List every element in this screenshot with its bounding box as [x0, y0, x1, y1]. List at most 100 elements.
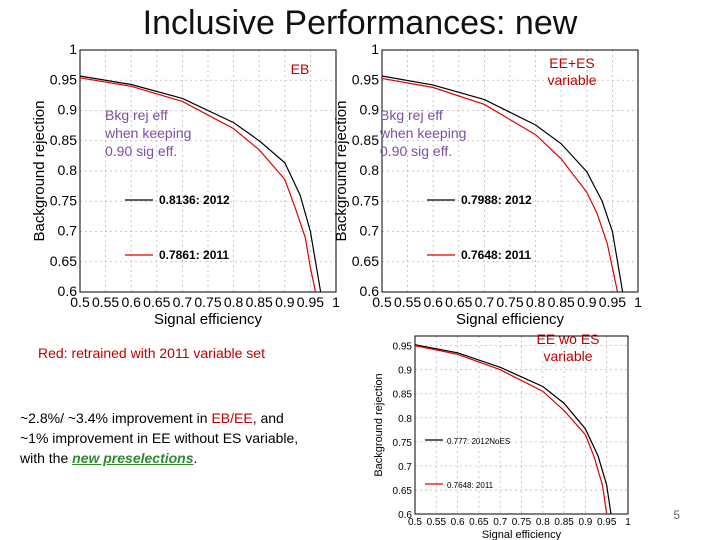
chart-ee-no-es-plot: 0.5 0.55 0.6 0.65 0.7 0.75 0.8 0.85 0.9 0.95 1 0.6 0… [373, 331, 631, 540]
y-tick-label: 0.9 [360, 102, 380, 118]
slide-title: Inclusive Performances: new [142, 4, 578, 42]
plot-frame [414, 335, 629, 515]
y-tick-label: 0.7 [398, 462, 412, 473]
y-tick-label: 0.95 [352, 71, 379, 87]
y-tick-label: 0.8 [360, 162, 380, 178]
y-tick-label: 0.85 [352, 132, 379, 148]
improvement-text: ~2.8%/ ~3.4% improvement in EB/EE, and ~… [20, 408, 298, 468]
y-tick-label: 0.65 [393, 486, 413, 497]
y-tick-label: 0.95 [50, 71, 77, 87]
x-tick-label: 0.5 [408, 517, 422, 528]
y-axis-label: Background rejection [333, 101, 350, 242]
red-note-text: Red: retrained with 2011 variable set [38, 345, 265, 361]
x-tick-label: 0.5 [372, 294, 392, 310]
x-tick-label: 0.95 [597, 517, 617, 528]
improvement-p1: ~2.8%/ ~3.4% improvement in [20, 410, 212, 426]
x-axis-label: Signal efficiency [456, 311, 565, 328]
x-tick-label: 0.7 [173, 294, 193, 310]
x-axis-label: Signal efficiency [482, 529, 562, 540]
y-tick-label: 0.75 [352, 192, 379, 208]
x-tick-label: 0.7 [475, 294, 495, 310]
improvement-p3: , and [252, 410, 284, 426]
x-tick-label: 0.9 [577, 294, 597, 310]
y-tick-label: 0.65 [352, 253, 379, 269]
x-tick-label: 0.9 [275, 294, 295, 310]
x-tick-label: 0.55 [92, 294, 119, 310]
region-label: EE wo ES [536, 331, 599, 347]
legend-label-0: 0.8136: 2012 [159, 193, 230, 207]
chart-ee-es-plot: 0.5 0.55 0.6 0.65 0.7 0.75 0.8 0.85 0.9 0.95 10.60… [333, 41, 642, 328]
x-tick-label: 0.6 [423, 294, 443, 310]
legend-label-1: 0.7861: 2011 [159, 248, 229, 262]
x-tick-label: 0.85 [246, 294, 273, 310]
bkg-note-line: Bkg rej eff [105, 107, 168, 123]
y-tick-label: 0.95 [393, 342, 413, 353]
red-note: Red: retrained with 2011 variable set [38, 345, 265, 361]
plot-frame [381, 49, 639, 293]
x-tick-label: 0.95 [599, 294, 626, 310]
region-label: variable [547, 72, 596, 88]
plot-frame [79, 49, 337, 293]
y-axis-label: Background rejection [373, 373, 385, 476]
x-axis-label: Signal efficiency [154, 311, 263, 328]
series-line-0 [414, 344, 612, 515]
improvement-p5: new preselections [72, 450, 194, 466]
y-tick-label: 0.85 [393, 390, 413, 401]
y-tick-label: 0.6 [360, 283, 380, 299]
bkg-note-line: 0.90 sig eff. [380, 143, 452, 159]
y-tick-label: 0.9 [398, 366, 412, 377]
y-tick-label: 0.65 [50, 253, 77, 269]
y-tick-label: 0.7 [58, 223, 78, 239]
bkg-note-line: when keeping [379, 125, 466, 141]
x-tick-label: 0.75 [194, 294, 221, 310]
x-tick-label: 0.75 [512, 517, 532, 528]
y-tick-label: 0.6 [58, 283, 78, 299]
chart-ee-es: 0.5 0.55 0.6 0.65 0.7 0.75 0.8 0.85 0.9 0.95 10.60… [333, 41, 642, 328]
x-tick-label: 0.8 [224, 294, 244, 310]
y-tick-label: 1 [69, 41, 77, 57]
x-tick-label: 0.75 [496, 294, 523, 310]
y-tick-label: 0.8 [58, 162, 78, 178]
improvement-p4: with the [20, 450, 73, 466]
bkg-note-line: 0.90 sig eff. [105, 143, 177, 159]
x-tick-label: 0.55 [394, 294, 421, 310]
x-tick-label: 0.65 [445, 294, 472, 310]
y-tick-label: 0.85 [50, 132, 77, 148]
improvement-p2: EB/EE [211, 410, 253, 426]
bkg-note-line: when keeping [104, 125, 191, 141]
series-line-1 [79, 77, 317, 293]
x-tick-label: 0.5 [70, 294, 90, 310]
region-label: EE+ES [549, 55, 595, 71]
x-tick-label: 0.7 [493, 517, 507, 528]
x-tick-label: 0.6 [121, 294, 141, 310]
chart-eb-plot: 0.5 0.55 0.6 0.65 0.7 0.75 0.8 0.85 0.9 0.95 10.60… [31, 41, 340, 328]
chart-ee-no-es: 0.5 0.55 0.6 0.65 0.7 0.75 0.8 0.85 0.9 0.95 1 0.6 0… [373, 331, 631, 540]
series-line-1 [414, 345, 608, 515]
improvement-p6: . [193, 450, 198, 466]
region-label: EB [291, 61, 310, 77]
x-tick-label: 0.95 [297, 294, 324, 310]
x-tick-label: 1 [332, 294, 340, 310]
y-tick-label: 1 [371, 41, 379, 57]
legend-label-1: 0.7648: 2011 [461, 248, 531, 262]
x-tick-label: 0.65 [143, 294, 170, 310]
page-number: 5 [673, 508, 680, 522]
x-tick-label: 1 [625, 517, 631, 528]
x-tick-label: 0.85 [554, 517, 574, 528]
series-line-1 [381, 77, 619, 293]
chart-eb: 0.5 0.55 0.6 0.65 0.7 0.75 0.8 0.85 0.9 0.95 10.60… [31, 41, 340, 328]
y-tick-label: 0.9 [58, 102, 78, 118]
legend-label-1: 0.7648: 2011 [447, 481, 494, 490]
x-tick-label: 0.65 [469, 517, 489, 528]
x-tick-label: 0.55 [427, 517, 447, 528]
improvement-line2: ~1% improvement in EE without ES variabl… [20, 430, 299, 446]
series-line-0 [79, 75, 322, 293]
y-axis-label: Background rejection [31, 101, 48, 242]
x-tick-label: 0.8 [526, 294, 546, 310]
x-tick-label: 0.9 [578, 517, 592, 528]
x-tick-label: 1 [634, 294, 642, 310]
x-tick-label: 0.85 [548, 294, 575, 310]
y-tick-label: 0.7 [360, 223, 380, 239]
x-tick-label: 0.6 [451, 517, 465, 528]
series-line-0 [381, 75, 624, 293]
